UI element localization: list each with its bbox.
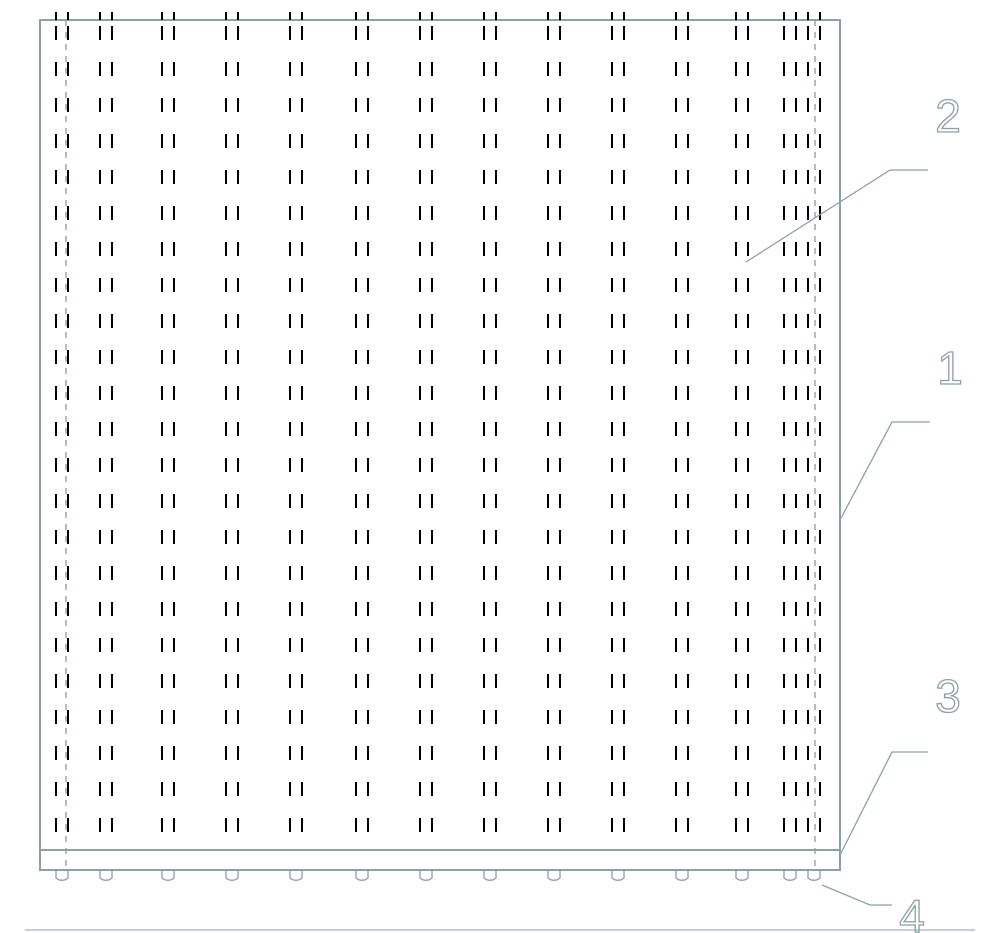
callout-leader	[822, 885, 892, 905]
tube-outlet-u	[548, 870, 560, 880]
base-rectangle	[40, 850, 840, 870]
callout-label: 4	[899, 890, 925, 933]
outer-rectangle	[40, 20, 840, 850]
tube-outlet-u	[420, 870, 432, 880]
tube-outlet-u	[736, 870, 748, 880]
tube-outlet-u	[162, 870, 174, 880]
callout-leader	[840, 422, 930, 520]
tube-outlet-u	[612, 870, 624, 880]
technical-diagram: 2 1 3 4	[0, 0, 1000, 933]
callout-leader	[746, 170, 928, 262]
callout-label: 3	[935, 670, 961, 722]
callout-label: 1	[937, 342, 963, 394]
tube-outlet-u	[226, 870, 238, 880]
callout-label: 2	[935, 90, 961, 142]
tube-outlet-u	[100, 870, 112, 880]
tube-outlet-u	[484, 870, 496, 880]
tube-outlet-u	[356, 870, 368, 880]
tube-outlet-u	[784, 870, 796, 880]
tube-outlet-u	[290, 870, 302, 880]
tube-outlet-u	[56, 870, 68, 880]
tube-outlet-u	[676, 870, 688, 880]
callout-leader	[840, 752, 928, 855]
tube-outlet-u	[808, 870, 820, 880]
